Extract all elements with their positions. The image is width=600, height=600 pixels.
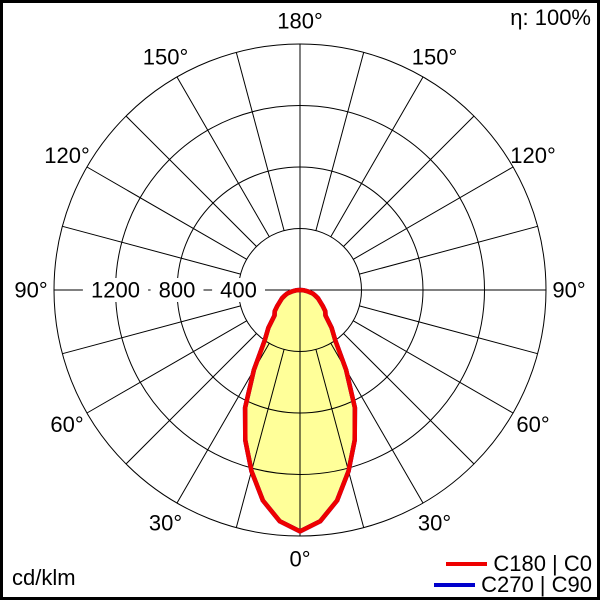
grid-spoke-135 <box>343 115 475 247</box>
grid-spoke-150 <box>330 76 424 237</box>
angle-label-180: 180° <box>277 9 323 34</box>
grid-spoke-165 <box>315 52 365 231</box>
legend-item-c270-c90: C270 | C90 <box>434 571 592 597</box>
radial-tick-bg-800 <box>150 278 204 302</box>
grid-spoke-210 <box>176 76 270 237</box>
curve-c180-c0 <box>242 287 358 534</box>
grid-spoke-60 <box>353 320 514 414</box>
legend-line-blue-icon <box>434 582 476 587</box>
grid-spoke-15 <box>315 349 365 528</box>
legend-label-c270-c90: C270 | C90 <box>481 571 592 597</box>
angle-label-30-left: 30° <box>149 511 182 536</box>
angle-label-90-right: 90° <box>552 278 585 303</box>
legend: C180 | C0 C270 | C90 <box>434 550 592 597</box>
angle-label-120-right: 120° <box>510 143 556 168</box>
grid-spoke-240 <box>86 166 247 260</box>
grid-spoke-345 <box>235 349 285 528</box>
angle-label-150-right: 150° <box>412 45 458 70</box>
legend-label-c180-c0: C180 | C0 <box>493 550 592 576</box>
grid-spoke-105 <box>359 225 538 275</box>
angle-label-60-right: 60° <box>516 412 549 437</box>
radial-tick-label-800: 800 <box>159 278 196 303</box>
grid-spoke-315 <box>125 333 257 465</box>
grid-spoke-255 <box>62 225 241 275</box>
grid-spoke-285 <box>62 305 241 355</box>
grid-spoke-300 <box>86 320 247 414</box>
legend-item-c180-c0: C180 | C0 <box>446 550 592 576</box>
grid-spoke-225 <box>125 115 257 247</box>
grid-spoke-75 <box>359 305 538 355</box>
angle-label-30-right: 30° <box>418 511 451 536</box>
radial-tick-label-400: 400 <box>220 278 257 303</box>
angle-label-0: 0° <box>289 547 310 572</box>
grid-spoke-120 <box>353 166 514 260</box>
radial-tick-bg-400 <box>212 278 265 302</box>
efficiency-label: η: 100% <box>510 5 591 30</box>
angle-label-90-left: 90° <box>14 278 47 303</box>
radial-tick-bg-1200 <box>82 278 149 302</box>
angle-label-120-left: 120° <box>44 143 90 168</box>
units-label: cd/klm <box>12 565 76 590</box>
grid-spoke-195 <box>235 52 285 231</box>
angle-label-60-left: 60° <box>50 412 83 437</box>
angle-label-150-left: 150° <box>143 45 189 70</box>
radial-tick-label-1200: 1200 <box>91 278 140 303</box>
grid-spoke-45 <box>343 333 475 465</box>
legend-line-red-icon <box>446 561 488 566</box>
